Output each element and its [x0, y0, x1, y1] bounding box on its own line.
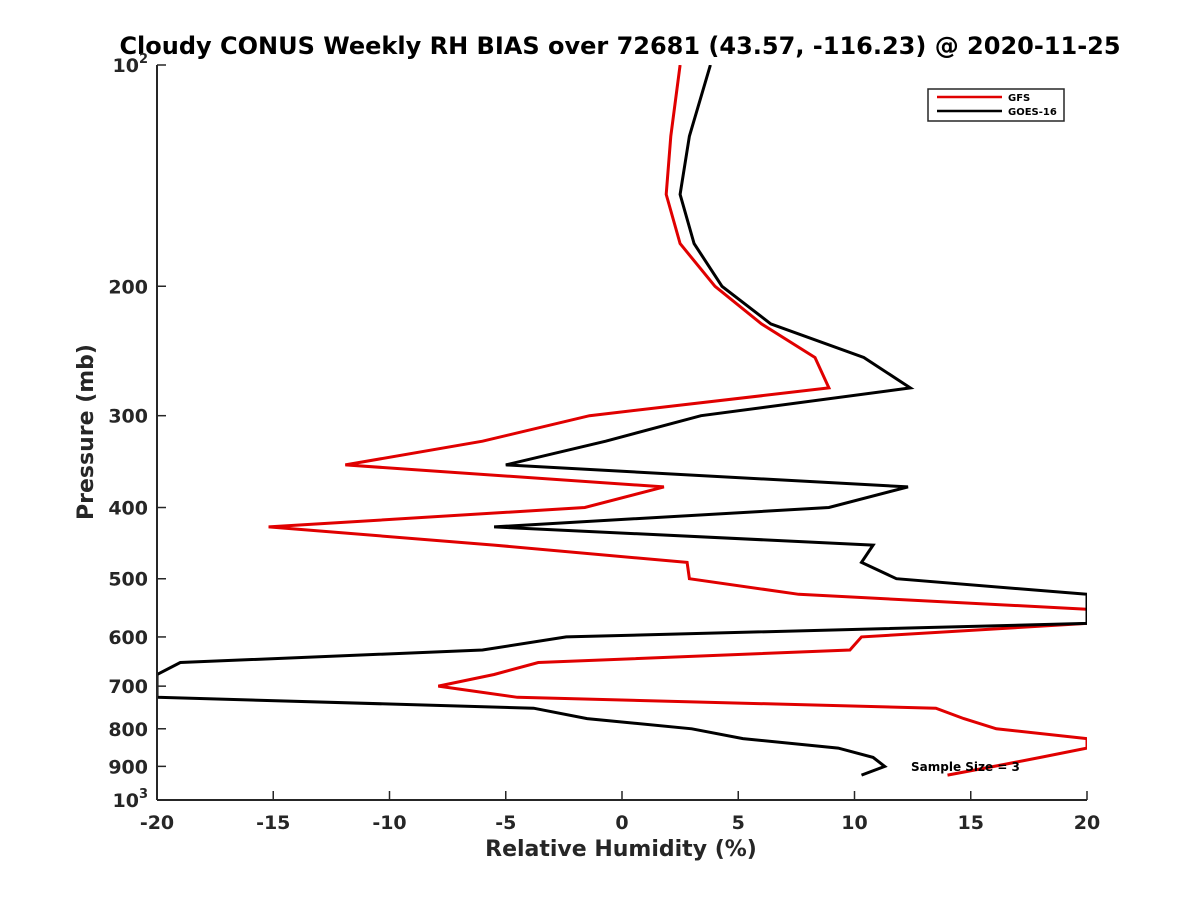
- y-tick-label: 200: [108, 276, 148, 298]
- y-tick-label: 800: [108, 719, 148, 741]
- y-tick-label: 103: [113, 787, 149, 812]
- x-ticks: -20 -15 -10 -5 0 5 10 15 20: [140, 791, 1100, 834]
- y-ticks: 102 200 300 400 500 600 700 800 900 103: [108, 52, 166, 812]
- x-tick-label: 20: [1074, 812, 1100, 834]
- x-tick-label: -20: [140, 812, 174, 834]
- y-tick-label: 700: [108, 676, 148, 698]
- chart-title: Cloudy CONUS Weekly RH BIAS over 72681 (…: [119, 32, 1120, 60]
- x-tick-label: 10: [841, 812, 867, 834]
- series-line-gfs: [268, 65, 1087, 777]
- y-tick-label: 400: [108, 498, 148, 520]
- x-tick-label: -10: [372, 812, 406, 834]
- y-tick-label: 600: [108, 627, 148, 649]
- series-layer: [157, 65, 1087, 777]
- sample-size-annotation: Sample Size = 3: [911, 760, 1020, 774]
- legend: GFS GOES-16: [927, 88, 1065, 122]
- y-tick-label: 102: [113, 52, 149, 77]
- x-axis-label: Relative Humidity (%): [485, 837, 757, 862]
- x-tick-label: 0: [615, 812, 628, 834]
- legend-label-gfs: GFS: [1008, 93, 1030, 104]
- x-tick-label: -5: [495, 812, 516, 834]
- y-tick-label: 900: [108, 756, 148, 778]
- y-axis-label: Pressure (mb): [74, 344, 99, 520]
- x-tick-label: 5: [732, 812, 745, 834]
- x-tick-label: -15: [256, 812, 290, 834]
- y-tick-label: 500: [108, 569, 148, 591]
- legend-box: [927, 88, 1065, 122]
- x-tick-label: 15: [958, 812, 984, 834]
- legend-label-goes16: GOES-16: [1008, 107, 1057, 118]
- y-tick-label: 300: [108, 406, 148, 428]
- series-line-goes16: [157, 65, 1087, 777]
